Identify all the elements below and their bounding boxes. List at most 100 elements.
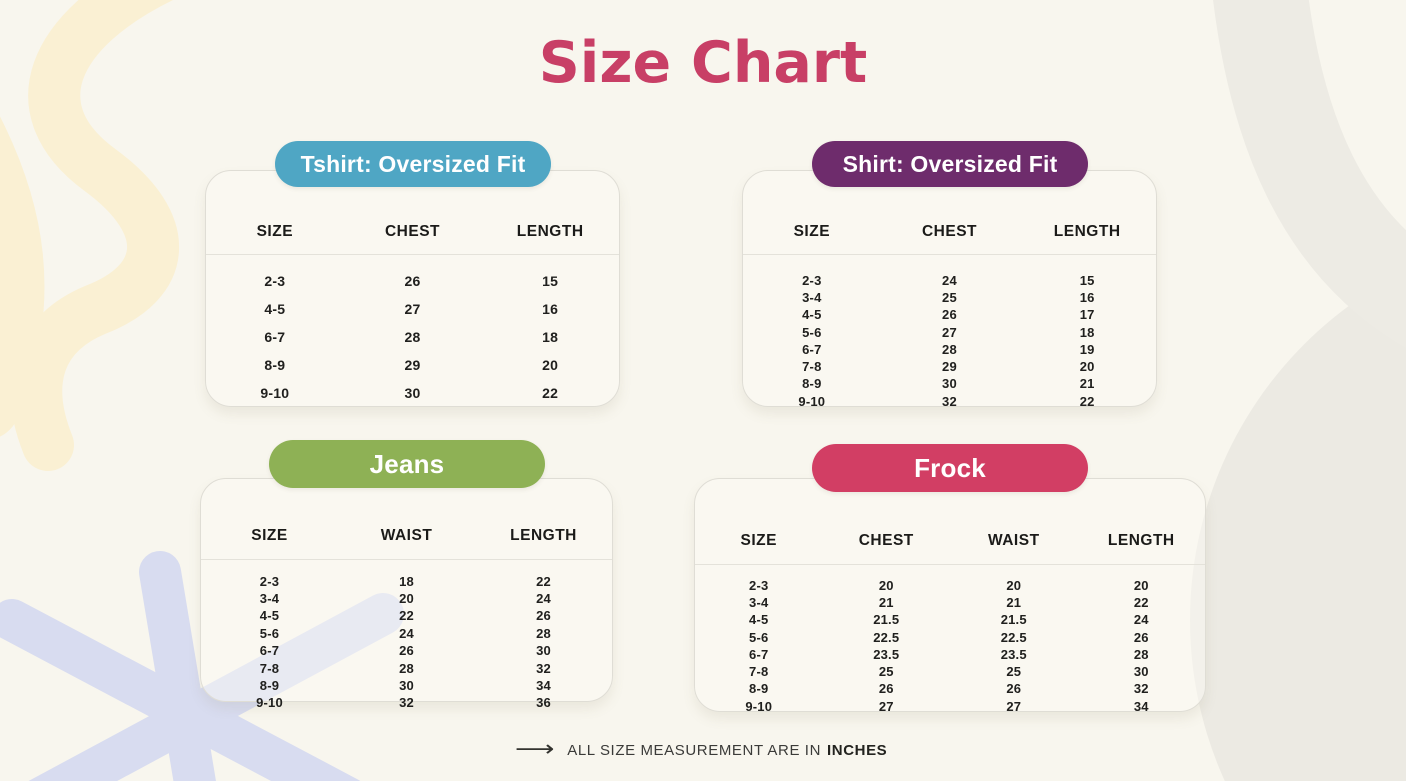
table-cell: 26 <box>399 643 414 659</box>
table-row: 7-8 29 20 <box>743 358 1156 375</box>
table-row: 9-10 27 27 34 <box>695 698 1205 715</box>
table-header-cell: LENGTH <box>510 526 577 544</box>
footer-note: ⟶ ALL SIZE MEASUREMENT ARE IN INCHES <box>0 738 1406 762</box>
table-cell: 28 <box>536 625 551 641</box>
table-row: 2-3 26 15 <box>206 267 619 295</box>
table-cell: 28 <box>399 660 414 676</box>
table-cell: 2-3 <box>259 573 280 589</box>
table-cell: 3-4 <box>259 591 280 607</box>
table-row: 4-5 22 26 <box>201 607 612 624</box>
table-row: 7-8 28 32 <box>201 659 612 676</box>
table-cell: 7-8 <box>749 664 769 680</box>
table-header-cell: LENGTH <box>516 222 584 240</box>
table-cell: 6-7 <box>264 328 286 345</box>
table-cell: 2-3 <box>264 272 286 289</box>
table-cell: 15 <box>1079 272 1095 288</box>
table-cell: 21 <box>878 594 894 610</box>
table-cell: 9-10 <box>256 695 283 711</box>
table-cell: 22 <box>1079 393 1095 409</box>
table-cell: 32 <box>536 660 551 676</box>
table-cell: 20 <box>399 591 414 607</box>
table-header-cell: LENGTH <box>1107 531 1175 549</box>
table-cell: 16 <box>1079 289 1095 305</box>
tshirt-size-table: SIZE CHEST LENGTH 2-3 26 15 4-5 27 16 6-7 28 18 8-9… <box>205 170 620 407</box>
table-cell: 28 <box>404 328 421 345</box>
table-row: 5-6 27 18 <box>743 323 1156 340</box>
table-row: 4-5 27 16 <box>206 295 619 323</box>
table-cell: 22 <box>542 384 559 401</box>
table-cell: 24 <box>942 272 957 288</box>
right-arrow-icon: ⟶ <box>514 737 555 762</box>
table-cell: 21 <box>1079 376 1095 392</box>
table-cell: 32 <box>942 393 957 409</box>
table-header-row: SIZE CHEST LENGTH <box>743 171 1156 255</box>
table-cell: 30 <box>1133 664 1149 680</box>
table-cell: 18 <box>1079 324 1095 340</box>
table-cell: 29 <box>942 359 957 375</box>
table-header-row: SIZE CHEST LENGTH <box>206 171 619 255</box>
table-cell: 22.5 <box>873 629 900 645</box>
table-cell: 22 <box>536 573 551 589</box>
table-cell: 24 <box>399 625 414 641</box>
table-cell: 7-8 <box>802 359 822 375</box>
frock-table-title-pill: Frock <box>812 444 1088 492</box>
table-cell: 20 <box>542 356 559 373</box>
table-cell: 29 <box>404 356 421 373</box>
table-cell: 4-5 <box>259 608 280 624</box>
table-cell: 22 <box>1133 594 1149 610</box>
table-cell: 27 <box>1006 698 1022 714</box>
table-cell: 20 <box>1006 577 1022 593</box>
yellow-curve-decoration <box>0 116 45 437</box>
table-header-cell: LENGTH <box>1053 222 1121 240</box>
table-row: 5-6 24 28 <box>201 625 612 642</box>
table-cell: 2-3 <box>802 272 822 288</box>
table-cell: 26 <box>404 272 421 289</box>
table-cell: 9-10 <box>260 384 290 401</box>
table-cell: 3-4 <box>749 594 769 610</box>
table-cell: 21.5 <box>873 612 900 628</box>
table-row: 9-10 32 36 <box>201 694 612 711</box>
table-cell: 8-9 <box>264 356 286 373</box>
table-header-row: SIZE CHEST WAIST LENGTH <box>695 479 1205 565</box>
table-cell: 26 <box>1006 681 1022 697</box>
table-cell: 21.5 <box>1000 612 1027 628</box>
table-cell: 2-3 <box>749 577 769 593</box>
table-cell: 23.5 <box>873 646 900 662</box>
table-cell: 36 <box>536 695 551 711</box>
table-row: 6-7 23.5 23.5 28 <box>695 646 1205 663</box>
table-cell: 26 <box>536 608 551 624</box>
table-cell: 7-8 <box>259 660 280 676</box>
table-cell: 8-9 <box>802 376 822 392</box>
table-header-cell: SIZE <box>256 222 294 240</box>
table-cell: 20 <box>878 577 894 593</box>
footer-text: ALL SIZE MEASUREMENT ARE IN INCHES <box>567 742 887 759</box>
table-cell: 27 <box>404 300 421 317</box>
table-cell: 21 <box>1006 594 1022 610</box>
table-header-cell: CHEST <box>921 222 978 240</box>
table-cell: 6-7 <box>802 341 822 357</box>
table-cell: 6-7 <box>749 646 769 662</box>
table-cell: 9-10 <box>798 393 826 409</box>
table-cell: 8-9 <box>259 678 280 694</box>
table-body: 2-3 26 15 4-5 27 16 6-7 28 18 8-9 29 20 9-10 30 22 <box>206 267 619 407</box>
table-cell: 24 <box>536 591 551 607</box>
table-body: 2-3 20 20 20 3-4 21 21 22 4-5 21.5 21.5 24 5-6 22.5 22… <box>695 577 1205 715</box>
frock-size-table: SIZE CHEST WAIST LENGTH 2-3 20 20 20 3-4 21 21 22 4… <box>694 478 1206 715</box>
table-cell: 5-6 <box>259 625 280 641</box>
table-cell: 32 <box>1133 681 1149 697</box>
table-row: 2-3 20 20 20 <box>695 577 1205 594</box>
table-cell: 26 <box>1133 629 1149 645</box>
table-cell: 5-6 <box>802 324 822 340</box>
table-cell: 34 <box>536 678 551 694</box>
table-cell: 16 <box>542 300 559 317</box>
table-cell: 8-9 <box>749 681 769 697</box>
table-row: 6-7 28 18 <box>206 323 619 351</box>
table-header-cell: WAIST <box>987 531 1040 549</box>
table-row: 4-5 26 17 <box>743 306 1156 323</box>
table-header-cell: SIZE <box>793 222 831 240</box>
table-cell: 4-5 <box>264 300 286 317</box>
table-row: 8-9 30 21 <box>743 375 1156 392</box>
table-row: 9-10 32 22 <box>743 393 1156 410</box>
tshirt-table-title-pill: Tshirt: Oversized Fit <box>275 141 551 187</box>
jeans-table-title-pill: Jeans <box>269 440 545 488</box>
